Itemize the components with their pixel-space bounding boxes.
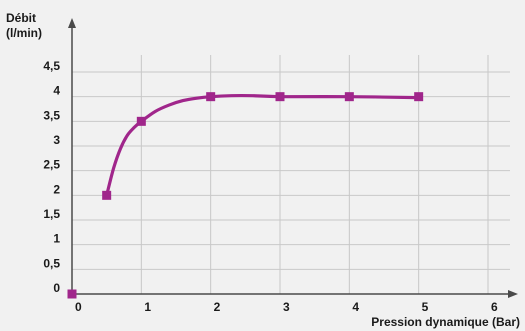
data-point-marker (414, 92, 424, 102)
x-axis-title: Pression dynamique (Bar) (371, 315, 520, 329)
y-tick-label: 3,5 (43, 108, 60, 122)
grid (72, 55, 510, 294)
y-tick-label: 0 (53, 281, 60, 295)
x-tick-labels: 0 1 2 3 4 5 6 (75, 300, 498, 314)
x-tick-label: 5 (422, 300, 429, 314)
data-point-marker (206, 92, 216, 102)
x-tick-label: 1 (144, 300, 151, 314)
y-axis-arrow-icon (68, 18, 76, 28)
series-line (105, 93, 421, 197)
y-tick-label: 0,5 (43, 256, 60, 270)
y-tick-labels: 0 0,5 1 1,5 2 2,5 3 3,5 4 4,5 (43, 59, 60, 295)
y-tick-label: 4 (53, 84, 60, 98)
data-point-marker (67, 289, 77, 299)
x-tick-label: 3 (283, 300, 290, 314)
data-point-marker (344, 92, 354, 102)
x-tick-label: 2 (214, 300, 221, 314)
y-tick-label: 3 (53, 133, 60, 147)
x-tick-label: 4 (352, 300, 359, 314)
y-tick-label: 4,5 (43, 59, 60, 73)
y-tick-label: 2 (53, 182, 60, 196)
x-tick-label: 6 (491, 300, 498, 314)
y-axis-title-line1: Débit (6, 11, 36, 25)
x-tick-label: 0 (75, 300, 82, 314)
y-tick-label: 1 (53, 232, 60, 246)
axes (68, 18, 518, 298)
x-axis-arrow-icon (508, 290, 518, 298)
y-axis-title-line2: (l/min) (6, 26, 42, 40)
y-tick-label: 1,5 (43, 207, 60, 221)
y-tick-label: 2,5 (43, 158, 60, 172)
data-markers (67, 92, 424, 299)
data-point-marker (275, 92, 285, 102)
data-point-marker (136, 116, 146, 126)
data-point-marker (102, 190, 112, 200)
